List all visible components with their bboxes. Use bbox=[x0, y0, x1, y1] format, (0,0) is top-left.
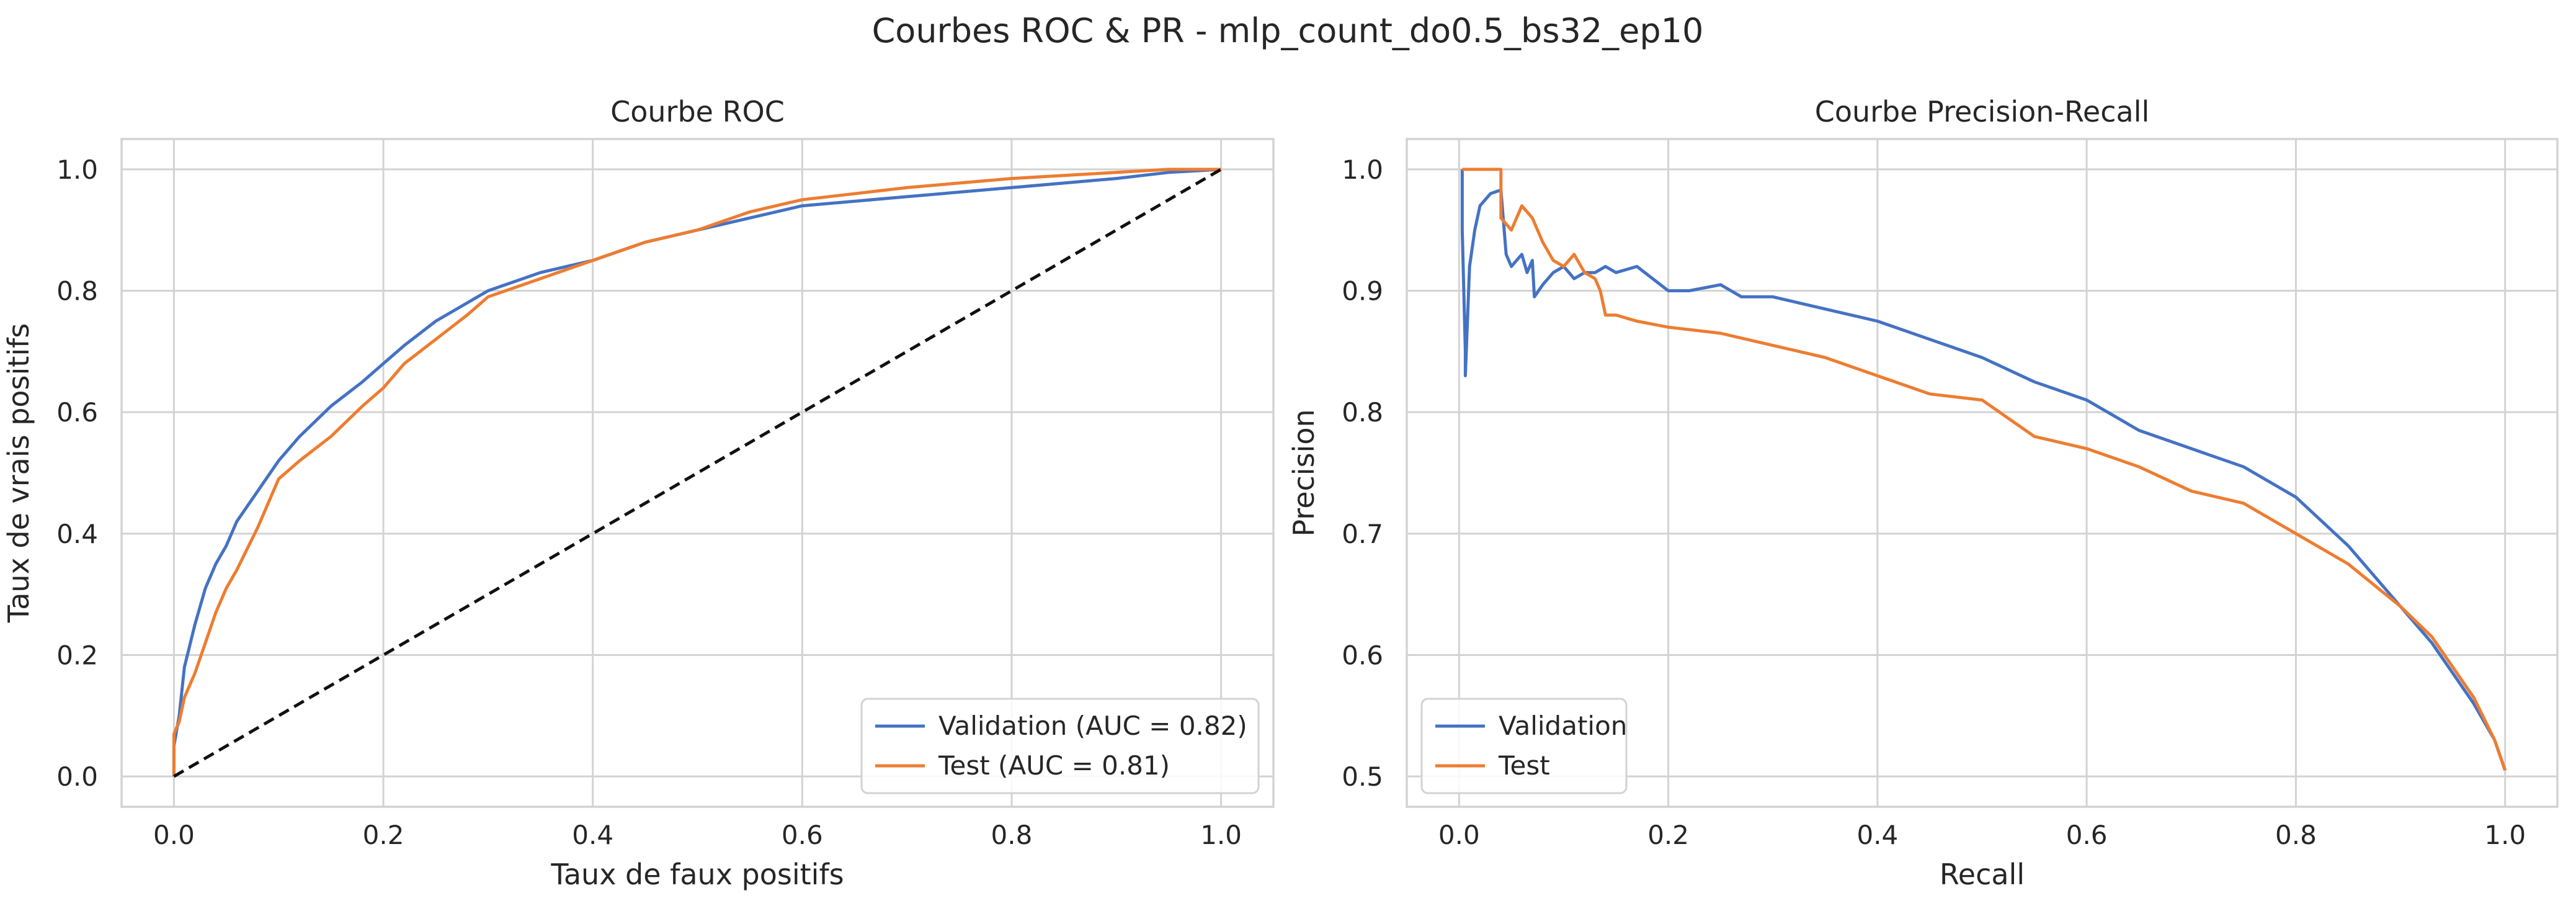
pr-series-test bbox=[1462, 168, 2507, 771]
pr-xtick-label: 0.2 bbox=[1647, 820, 1689, 850]
roc-ytick-label: 1.0 bbox=[56, 155, 98, 185]
roc-xlabel: Taux de faux positifs bbox=[550, 858, 844, 891]
roc-ytick-label: 0.4 bbox=[56, 519, 98, 549]
pr-ytick-label: 1.0 bbox=[1342, 155, 1383, 185]
roc-ylabel: Taux de vrais positifs bbox=[2, 323, 35, 624]
roc-chart: 0.0 0.2 0.4 0.6 0.8 1.0 0.0 0.2 0.4 0.6 0.8 1.0 Cour… bbox=[2, 95, 1275, 891]
roc-xtick-label: 0.8 bbox=[991, 820, 1033, 850]
pr-xlabel: Recall bbox=[1940, 858, 2025, 891]
roc-xtick-label: 0.0 bbox=[153, 820, 195, 850]
pr-title: Courbe Precision-Recall bbox=[1815, 95, 2150, 128]
roc-xtick-label: 1.0 bbox=[1200, 820, 1242, 850]
roc-ytick-label: 0.6 bbox=[56, 397, 98, 428]
roc-series-validation bbox=[172, 168, 1221, 777]
pr-series-validation bbox=[1460, 169, 2507, 771]
pr-xtick-label: 0.6 bbox=[2066, 820, 2108, 850]
roc-ytick-label: 0.2 bbox=[56, 640, 98, 670]
roc-ytick-label: 0.0 bbox=[56, 761, 98, 792]
pr-ytick-label: 0.8 bbox=[1342, 397, 1383, 428]
roc-title: Courbe ROC bbox=[610, 95, 785, 128]
roc-xtick-label: 0.2 bbox=[363, 820, 404, 850]
pr-xtick-label: 0.4 bbox=[1856, 820, 1898, 850]
roc-chance-line bbox=[173, 168, 1222, 778]
pr-legend-label: Test bbox=[1498, 750, 1550, 781]
roc-series-test bbox=[172, 168, 1221, 777]
pr-ytick-label: 0.6 bbox=[1342, 640, 1383, 670]
pr-xtick-label: 0.8 bbox=[2275, 820, 2317, 850]
pr-ylabel: Precision bbox=[1287, 409, 1321, 536]
roc-ytick-label: 0.8 bbox=[56, 276, 98, 307]
roc-xtick-label: 0.4 bbox=[572, 820, 613, 850]
pr-xtick-label: 0.0 bbox=[1438, 820, 1480, 850]
roc-legend-box bbox=[860, 698, 1260, 794]
pr-xtick-label: 1.0 bbox=[2484, 820, 2526, 850]
pr-ytick-label: 0.9 bbox=[1342, 276, 1383, 307]
roc-xtick-label: 0.6 bbox=[782, 820, 823, 850]
roc-legend: Validation (AUC = 0.82) Test (AUC = 0.81) bbox=[860, 698, 1260, 794]
precision-recall-chart: 0.0 0.2 0.4 0.6 0.8 1.0 0.5 0.6 0.7 0.8 0.9 1.0 Cour… bbox=[1287, 95, 2559, 891]
pr-axes-frame bbox=[1406, 138, 2559, 808]
pr-legend-box bbox=[1420, 698, 1628, 794]
pr-ytick-label: 0.5 bbox=[1342, 761, 1383, 792]
pr-ytick-label: 0.7 bbox=[1342, 519, 1383, 549]
figure-title: Courbes ROC & PR - mlp_count_do0.5_bs32_… bbox=[872, 11, 1704, 50]
roc-axes-frame bbox=[120, 138, 1275, 808]
roc-legend-label: Validation (AUC = 0.82) bbox=[938, 711, 1247, 741]
pr-legend-label: Validation bbox=[1499, 711, 1627, 741]
roc-legend-label: Test (AUC = 0.81) bbox=[938, 750, 1170, 781]
pr-legend: Validation Test bbox=[1420, 698, 1628, 794]
